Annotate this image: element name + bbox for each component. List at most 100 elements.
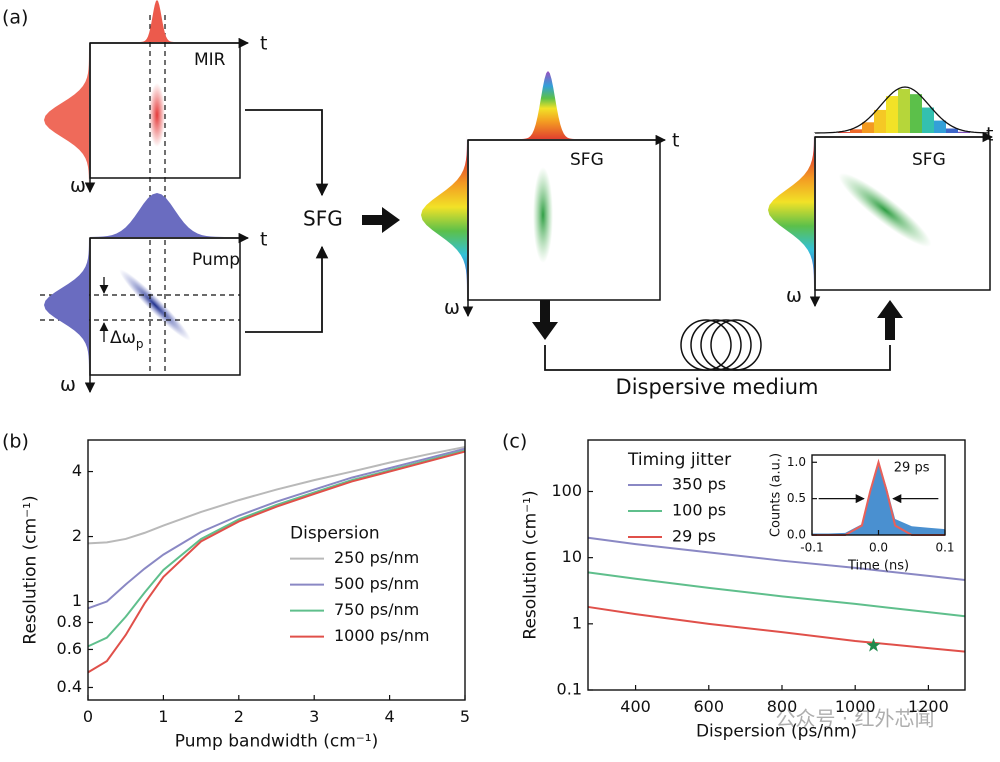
arrow <box>245 109 329 197</box>
legend-title: Timing jitter <box>627 450 731 470</box>
x-axis-label: Dispersion (ps/nm) <box>696 722 857 742</box>
guides <box>40 15 240 375</box>
spectrum-bar <box>862 122 874 133</box>
line <box>87 450 466 674</box>
panel-label: (c) <box>502 431 527 453</box>
x-tick-label: 1 <box>158 707 168 726</box>
y-tick-label: 0.5 <box>787 491 806 505</box>
line <box>87 447 466 610</box>
chart: 0 1 2 3 4 5 0.4 0.6 0.8 1 2 4 Pump bandwidth (cm⁻¹) R… <box>2 431 470 752</box>
mir-pulse-w <box>44 52 89 188</box>
arrow <box>245 245 329 333</box>
legend-label: 100 ps <box>672 501 726 520</box>
axis-t: t <box>260 229 267 251</box>
sfg-pulse-w <box>768 130 814 290</box>
spectrum-bar <box>958 131 970 133</box>
y-tick-label: 1.0 <box>787 455 806 469</box>
spectrum-bar <box>838 132 850 133</box>
plot-frame <box>87 439 466 701</box>
x-axis-label: Time (ns) <box>847 559 909 574</box>
x-tick-label: 1200 <box>908 697 949 716</box>
y-tick-label: 100 <box>551 481 582 500</box>
watermark: 公众号 · 红外芯闻 <box>775 707 934 731</box>
star-marker <box>866 638 881 652</box>
spectrum-bar <box>886 96 898 133</box>
legend-label: 29 ps <box>672 527 716 546</box>
plot-frame <box>587 439 966 691</box>
y-tick-label: 2 <box>72 526 82 545</box>
panel-label: (a) <box>2 7 28 29</box>
spectrum-bar <box>874 109 886 133</box>
x-tick-label: 400 <box>620 697 651 716</box>
box-label: SFG <box>912 150 946 170</box>
sfg-spot <box>533 167 553 263</box>
spectrum-envelope <box>814 86 990 134</box>
sfg-pulse-w <box>421 135 467 295</box>
legend-label: 500 ps/nm <box>334 574 419 593</box>
thick-arrow <box>532 300 558 340</box>
thick-arrow <box>362 207 400 233</box>
x-tick-label: 2 <box>234 707 244 726</box>
line <box>587 605 966 653</box>
thick-arrow <box>877 300 903 340</box>
mir-pulse-t <box>139 0 175 42</box>
x-tick-label: 3 <box>309 707 319 726</box>
sfg-spot <box>838 173 932 247</box>
y-tick-label: 1 <box>572 613 582 632</box>
x-tick-label: 0.1 <box>935 541 954 555</box>
axis-w: ω <box>444 297 460 319</box>
y-tick-label: 0.1 <box>557 680 582 699</box>
legend-label: 250 ps/nm <box>334 548 419 567</box>
spectrum-bar <box>946 128 958 133</box>
sfg-pulse-t <box>520 71 576 139</box>
process-label: SFG <box>303 207 343 231</box>
schematic: (a) t MIR ω t Pump ω Δωp SFG t SFG ω t S… <box>2 0 993 399</box>
box-label: SFG <box>570 150 604 170</box>
pump-spot <box>119 269 191 341</box>
spectrum-bar <box>922 107 934 133</box>
axis-w: ω <box>60 374 76 396</box>
fiber-coil <box>680 319 762 371</box>
area <box>812 462 945 535</box>
y-tick-label: 0.0 <box>787 528 806 542</box>
spectrum-bar <box>898 89 910 133</box>
y-tick-label: 1 <box>72 591 82 610</box>
chart: 400 600 800 1000 1200 0.1 1 10 100 Dispersion (ps… <box>502 431 966 742</box>
pump-pulse-w <box>44 237 89 373</box>
legend-title: Dispersion <box>290 524 380 544</box>
x-tick-label: 0 <box>83 707 93 726</box>
axis-t: t <box>260 33 267 55</box>
axis-t: t <box>986 124 993 146</box>
box-label: Pump <box>192 250 240 270</box>
y-axis-label: Counts (a.u.) <box>769 453 784 537</box>
spectrum-bar <box>934 120 946 133</box>
legend-label: 1000 ps/nm <box>334 626 429 645</box>
y-tick-label: 4 <box>72 461 82 480</box>
x-tick-label: 1000 <box>835 697 876 716</box>
legend-label: 350 ps <box>672 475 726 494</box>
delta-sub: p <box>136 337 144 351</box>
sfg-box <box>467 139 661 301</box>
y-tick-label: 10 <box>562 547 582 566</box>
medium-label: Dispersive medium <box>616 375 819 399</box>
x-tick-label: 600 <box>694 697 725 716</box>
line <box>587 536 966 581</box>
y-tick-label: 0.8 <box>57 612 82 631</box>
spectrum-bar <box>850 129 862 133</box>
axis-w: ω <box>70 175 86 197</box>
x-tick-label: -0.1 <box>800 541 823 555</box>
x-tick-label: 0.0 <box>869 541 888 555</box>
mir-spot <box>149 83 165 147</box>
y-tick-label: 0.6 <box>57 639 82 658</box>
line <box>87 449 466 648</box>
annotation: 29 ps <box>894 461 930 476</box>
spectrum-bar <box>910 94 922 133</box>
y-axis-label: Resolution (cm⁻¹) <box>520 490 540 639</box>
box-label: MIR <box>194 50 226 70</box>
x-tick-label: 5 <box>460 707 470 726</box>
legend-label: 750 ps/nm <box>334 600 419 619</box>
delta-label: Δωp <box>110 328 144 351</box>
